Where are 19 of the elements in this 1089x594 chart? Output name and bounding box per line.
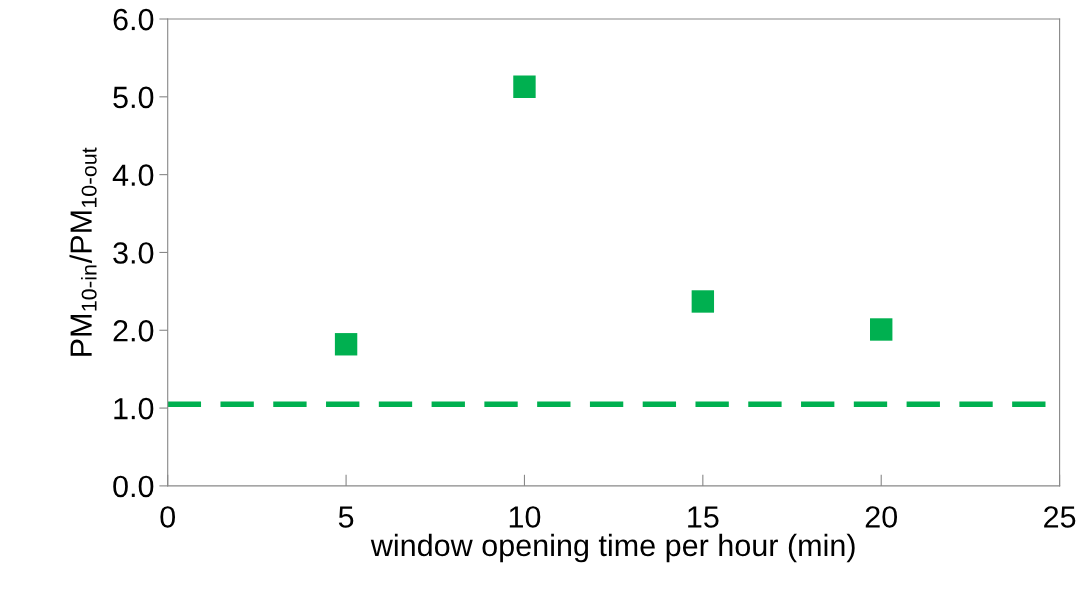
point: [691, 290, 715, 313]
y-tick-label: 0.0: [113, 475, 154, 498]
y-tick-label: 4.0: [112, 164, 154, 187]
y-tick-label: 5.0: [113, 86, 154, 109]
x-tick-label: 15: [688, 506, 719, 528]
x-tick-label: 25: [1044, 506, 1076, 528]
y-tick-label: 1.0: [114, 397, 154, 420]
x-tick-label: 20: [865, 506, 898, 528]
point: [870, 318, 893, 341]
point: [513, 75, 536, 98]
x-tick-label: 10: [509, 506, 541, 528]
y-tick-label: 6.0: [113, 8, 154, 31]
y-axis-title: PM$_{10-in}$/PM$_{10-out}$: [69, 147, 97, 356]
y-tick-label: 2.0: [113, 320, 154, 342]
x-tick-label: 5: [338, 506, 354, 528]
y-tick-label: 3.0: [113, 242, 154, 264]
x-tick-label: 0: [160, 506, 176, 528]
point: [334, 333, 358, 356]
x-axis-title: window opening time per hour (min): [370, 533, 855, 563]
